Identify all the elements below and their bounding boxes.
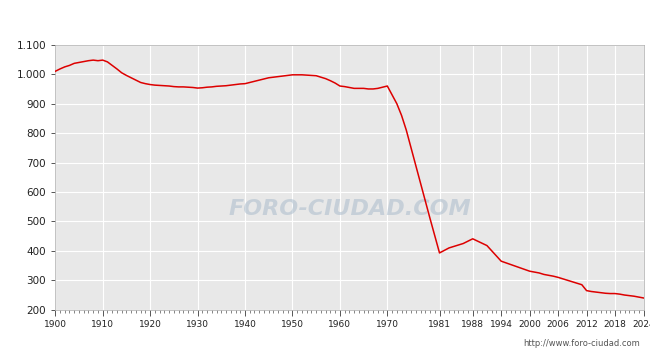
Text: FORO-CIUDAD.COM: FORO-CIUDAD.COM [228, 199, 471, 219]
Text: http://www.foro-ciudad.com: http://www.foro-ciudad.com [523, 339, 640, 348]
Text: Parada de Rubiales (Municipio) - Evolucion del numero de Habitantes: Parada de Rubiales (Municipio) - Evoluci… [94, 9, 556, 22]
